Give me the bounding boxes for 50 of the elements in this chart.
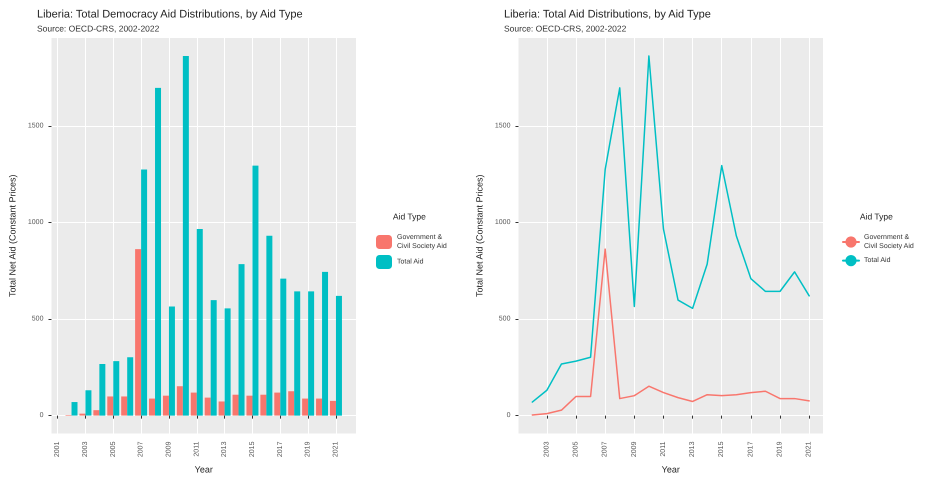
bar xyxy=(113,361,120,416)
bar xyxy=(121,396,128,416)
bar xyxy=(93,410,100,416)
bar xyxy=(72,402,78,416)
bar xyxy=(135,249,142,416)
bar xyxy=(168,306,175,416)
y-axis-title: Total Net Aid (Constant Prices) xyxy=(474,174,484,298)
bar xyxy=(280,278,286,416)
legend-title: Aid Type xyxy=(392,212,426,222)
bar xyxy=(210,300,217,416)
chart-subtitle: Source: OECD-CRS, 2002-2022 xyxy=(504,24,627,34)
bar xyxy=(204,398,211,416)
x-axis-title: Year xyxy=(194,464,213,474)
bar xyxy=(155,88,162,416)
chart-title: Liberia: Total Democracy Aid Distributions, by Aid Type xyxy=(37,8,303,20)
bar xyxy=(218,401,225,416)
line-series xyxy=(532,248,810,416)
x-axis-title: Year xyxy=(662,464,680,474)
bar xyxy=(274,392,280,416)
line-series xyxy=(532,55,810,403)
bar xyxy=(224,308,231,416)
bar xyxy=(99,364,106,416)
bar xyxy=(260,394,266,416)
bar xyxy=(162,396,169,416)
bar xyxy=(330,400,336,416)
bar xyxy=(336,296,342,416)
bar xyxy=(266,236,272,416)
chart-title: Liberia: Total Aid Distributions, by Aid Type xyxy=(504,8,711,20)
bar xyxy=(141,170,148,416)
bar xyxy=(127,357,134,416)
bar xyxy=(176,386,183,416)
bar xyxy=(322,272,328,416)
bar xyxy=(252,166,258,416)
bar xyxy=(232,394,239,416)
bar xyxy=(196,229,203,416)
chart-subtitle: Source: OECD-CRS, 2002-2022 xyxy=(37,24,160,34)
bar xyxy=(246,396,252,416)
bar xyxy=(308,291,314,416)
bar xyxy=(107,396,114,416)
bar xyxy=(85,390,92,416)
bar xyxy=(149,398,156,416)
bar xyxy=(288,391,294,416)
bar xyxy=(238,264,245,416)
bar xyxy=(182,56,189,416)
legend-title: Aid Type xyxy=(860,212,894,222)
bar xyxy=(302,398,308,416)
bar xyxy=(190,392,197,416)
y-axis-title: Total Net Aid (Constant Prices) xyxy=(8,174,18,298)
bar xyxy=(316,398,322,416)
bar xyxy=(294,291,300,416)
